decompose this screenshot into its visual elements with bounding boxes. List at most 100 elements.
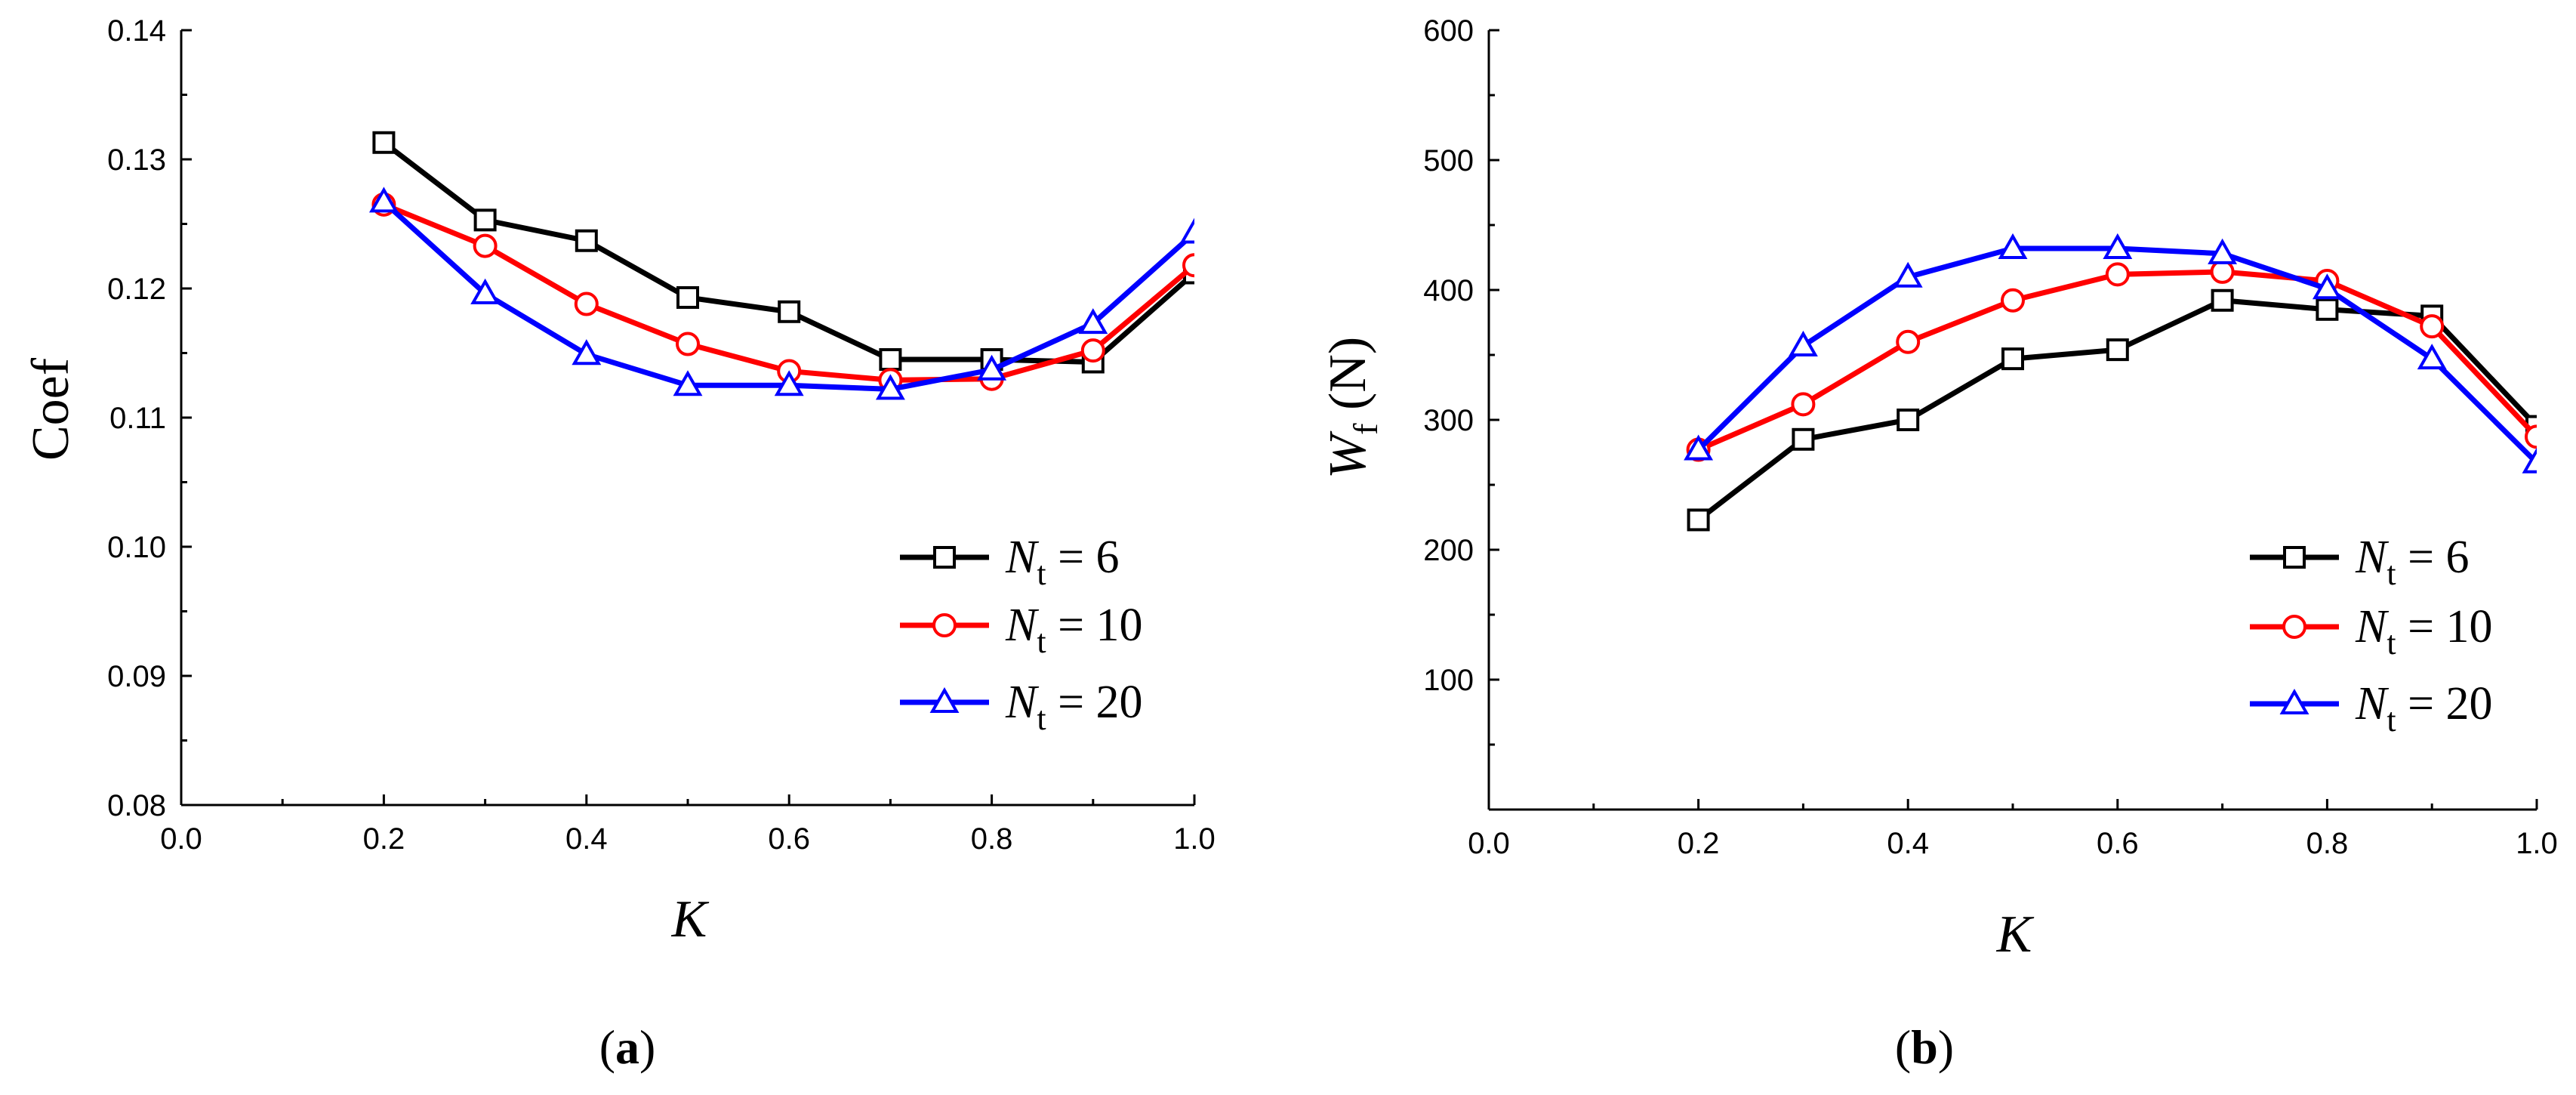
chart-panel-a: 0.0 0.2 0.4 0.6 0.8 1.0 0.08 0.09 0.10 0.11 0.12 0.… bbox=[22, 14, 1216, 1074]
data-point bbox=[676, 285, 699, 309]
x-axis-title: K bbox=[671, 890, 710, 948]
legend-subscript: t bbox=[2386, 555, 2396, 592]
y-axis-title: Coef bbox=[22, 357, 80, 461]
y-tick-label: 600 bbox=[1423, 14, 1474, 48]
data-point bbox=[574, 291, 599, 316]
legend-symbol: N bbox=[2355, 678, 2390, 729]
legend-subscript: t bbox=[1037, 623, 1046, 660]
data-point bbox=[372, 131, 396, 154]
y-axis-title-subscript: f bbox=[1346, 423, 1385, 435]
data-point bbox=[2316, 298, 2339, 321]
y-tick-label: 400 bbox=[1423, 274, 1474, 307]
data-point bbox=[1791, 392, 1816, 417]
data-point bbox=[473, 208, 497, 232]
y-tick-label: 0.14 bbox=[107, 14, 166, 48]
data-point bbox=[2312, 273, 2342, 300]
data-point bbox=[1684, 434, 1714, 461]
data-point bbox=[2105, 262, 2130, 287]
x-axis-title: K bbox=[1996, 905, 2035, 964]
series-line bbox=[383, 202, 1194, 383]
caption-letter: b bbox=[1911, 1020, 1938, 1074]
legend-item: Nt = 10 bbox=[2250, 601, 2493, 662]
legend-item: Nt = 20 bbox=[2250, 678, 2493, 739]
caption-close-paren: ) bbox=[639, 1020, 655, 1074]
legend-rest: = 20 bbox=[2396, 678, 2493, 729]
x-tick-label: 0.4 bbox=[565, 822, 608, 856]
panel-caption: (a) bbox=[599, 1020, 656, 1074]
data-point bbox=[1182, 253, 1194, 278]
legend-marker bbox=[2283, 546, 2306, 569]
legend-subscript: t bbox=[1037, 555, 1046, 592]
data-point bbox=[2420, 314, 2445, 339]
data-point bbox=[2522, 447, 2537, 473]
data-point bbox=[1179, 217, 1194, 244]
data-point bbox=[1080, 338, 1105, 363]
legend-subscript: t bbox=[1037, 700, 1046, 737]
x-tick-label: 1.0 bbox=[1173, 822, 1216, 856]
x-tick-label: 0.6 bbox=[2097, 827, 2139, 860]
legend-label: Nt = 20 bbox=[1005, 677, 1143, 737]
y-tick-label: 0.11 bbox=[109, 402, 166, 435]
data-point bbox=[2210, 259, 2235, 284]
data-point bbox=[1792, 427, 1815, 451]
data-point bbox=[572, 339, 602, 366]
x-tick-label: 0.0 bbox=[1468, 827, 1510, 860]
data-point bbox=[977, 354, 1007, 381]
data-point bbox=[1896, 329, 1921, 354]
caption-close-paren: ) bbox=[1938, 1020, 1954, 1074]
y-tick-label: 500 bbox=[1423, 144, 1474, 177]
data-point bbox=[673, 370, 703, 396]
y-tick-label: 100 bbox=[1423, 664, 1474, 697]
legend-symbol: N bbox=[1005, 677, 1040, 728]
data-point bbox=[575, 229, 598, 252]
y-tick-label: 300 bbox=[1423, 404, 1474, 437]
data-point bbox=[1687, 508, 1710, 532]
data-point bbox=[2211, 288, 2234, 312]
legend-label: Nt = 10 bbox=[2355, 601, 2493, 662]
y-axis-title: Wf (N) bbox=[1319, 337, 1385, 479]
legend-rest: = 10 bbox=[2396, 601, 2493, 652]
y-tick-label: 0.09 bbox=[107, 660, 166, 693]
caption-open-paren: ( bbox=[1895, 1020, 1911, 1074]
legend-label: Nt = 6 bbox=[2355, 532, 2470, 592]
legend-marker bbox=[933, 546, 956, 569]
chart-panel-b: 0.0 0.2 0.4 0.6 0.8 1.0 100 200 300 400 500 600 K Wf … bbox=[1319, 14, 2558, 1074]
x-tick-label: 0.8 bbox=[2306, 827, 2349, 860]
y-tick-label: 0.12 bbox=[107, 273, 166, 306]
data-point bbox=[879, 348, 902, 372]
x-tick-label: 0.2 bbox=[1678, 827, 1720, 860]
plot-area bbox=[368, 131, 1194, 400]
panel-caption: (b) bbox=[1895, 1020, 1954, 1074]
legend-rest: = 6 bbox=[2396, 532, 2470, 583]
data-point bbox=[470, 278, 501, 304]
data-point bbox=[1897, 409, 1920, 431]
series-2 bbox=[368, 187, 1194, 400]
data-point bbox=[676, 332, 700, 356]
legend-label: Nt = 10 bbox=[1005, 600, 1143, 660]
legend-item: Nt = 10 bbox=[900, 600, 1143, 660]
data-point bbox=[2208, 238, 2238, 264]
y-axis-title-unit: (N) bbox=[1319, 337, 1377, 424]
data-point bbox=[2103, 233, 2133, 259]
legend-item: Nt = 20 bbox=[900, 677, 1143, 737]
series-2 bbox=[1684, 233, 2537, 473]
data-point bbox=[875, 374, 905, 400]
data-point bbox=[1998, 233, 2028, 259]
data-point bbox=[1788, 330, 1818, 356]
legend-label: Nt = 20 bbox=[2355, 678, 2493, 739]
legend-symbol: N bbox=[2355, 532, 2390, 583]
legend-symbol: N bbox=[1005, 600, 1040, 651]
y-tick-label: 0.08 bbox=[107, 789, 166, 822]
y-tick-label: 200 bbox=[1423, 534, 1474, 567]
data-point bbox=[473, 233, 498, 258]
legend-marker bbox=[2282, 615, 2306, 639]
data-point bbox=[2001, 347, 2024, 371]
caption-letter: a bbox=[615, 1020, 639, 1074]
legend-item: Nt = 6 bbox=[2250, 532, 2470, 592]
legend-symbol: N bbox=[1005, 532, 1040, 583]
plot-area bbox=[1684, 233, 2537, 532]
data-point bbox=[778, 300, 801, 323]
data-point bbox=[2001, 288, 2025, 313]
